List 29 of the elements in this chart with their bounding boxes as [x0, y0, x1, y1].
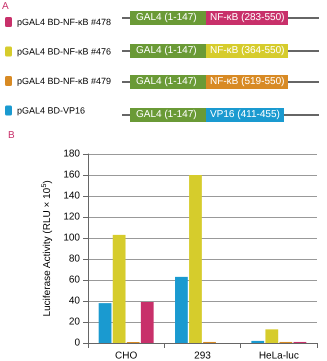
text: A [2, 1, 9, 12]
bar [98, 303, 112, 343]
domain-diagram: GAL4 (1-147) VP16 (411-455) [122, 108, 319, 122]
x-tick-label: 293 [194, 350, 212, 361]
legend-label: pGAL4 BD-NF-κB #478 [17, 17, 112, 27]
bar [140, 302, 154, 343]
domain-diagram: GAL4 (1-147) NF-κB (519-550) [122, 75, 319, 89]
x-tick-label: CHO [115, 350, 138, 361]
y-tick-label: 40 [68, 296, 80, 306]
y-tick-label: 120 [63, 212, 80, 222]
y-tick-label: 100 [63, 232, 80, 244]
y-tick-label: 160 [63, 170, 80, 180]
legend-label: pGAL4 BD-NF-κB #476 [17, 46, 112, 56]
legend-label: pGAL4 BD-NF-κB #479 [17, 76, 112, 86]
y-tick-label: 180 [63, 148, 80, 160]
domain-diagram: GAL4 (1-147) NF-κB (364-550) [122, 44, 319, 58]
y-tick-label: 0 [74, 338, 80, 348]
y-tick-label: 20 [68, 316, 80, 328]
text: B [8, 130, 15, 141]
domain-diagram: GAL4 (1-147) NF-κB (283-550) [122, 11, 319, 25]
bar [189, 175, 202, 343]
x-tick-label: HeLa-luc [258, 350, 299, 361]
y-tick-label: 80 [68, 254, 80, 264]
y-tick-label: 60 [68, 274, 80, 286]
bar [112, 234, 126, 343]
bar [265, 329, 278, 343]
legend-label: pGAL4 BD-VP16 [17, 106, 86, 116]
y-tick-label: 140 [63, 190, 80, 202]
bar [175, 276, 188, 343]
